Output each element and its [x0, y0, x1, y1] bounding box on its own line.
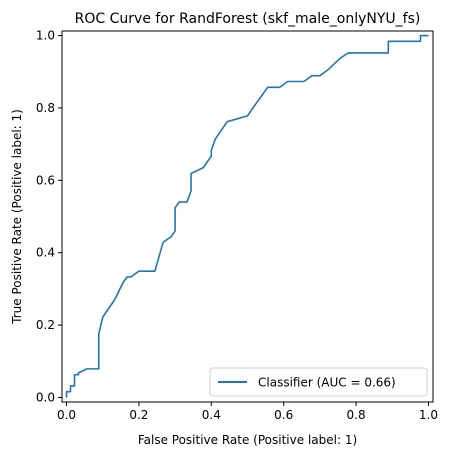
y-axis-ticks: 0.0 0.2 0.4 0.6 0.8 1.0: [36, 29, 62, 404]
x-axis-ticks: 0.0 0.2 0.4 0.6 0.8 1.0: [57, 402, 438, 422]
y-tick-label: 1.0: [36, 29, 55, 43]
y-tick-label: 0.8: [36, 101, 55, 115]
plot-frame: [61, 30, 434, 403]
plot-area: [62, 31, 433, 402]
x-tick-label: 0.4: [202, 408, 221, 422]
x-tick-label: 0.6: [274, 408, 293, 422]
legend: Classifier (AUC = 0.66): [209, 367, 428, 397]
y-tick-label: 0.2: [36, 318, 55, 332]
chart-title: ROC Curve for RandForest (skf_male_onlyN…: [75, 11, 421, 27]
y-axis-label: True Positive Rate (Positive label: 1): [10, 109, 24, 325]
x-tick-label: 0.2: [129, 408, 148, 422]
y-tick-label: 0.6: [36, 173, 55, 187]
y-tick-label: 0.4: [36, 246, 55, 260]
x-axis-label: False Positive Rate (Positive label: 1): [138, 433, 357, 447]
legend-box: [209, 367, 428, 397]
y-tick-label: 0.0: [36, 390, 55, 404]
legend-label: Classifier (AUC = 0.66): [258, 376, 396, 390]
x-tick-label: 0.0: [57, 408, 76, 422]
x-tick-label: 0.8: [347, 408, 366, 422]
x-tick-label: 1.0: [419, 408, 438, 422]
series-layer: [65, 34, 429, 398]
roc-curve-line: [65, 34, 429, 398]
